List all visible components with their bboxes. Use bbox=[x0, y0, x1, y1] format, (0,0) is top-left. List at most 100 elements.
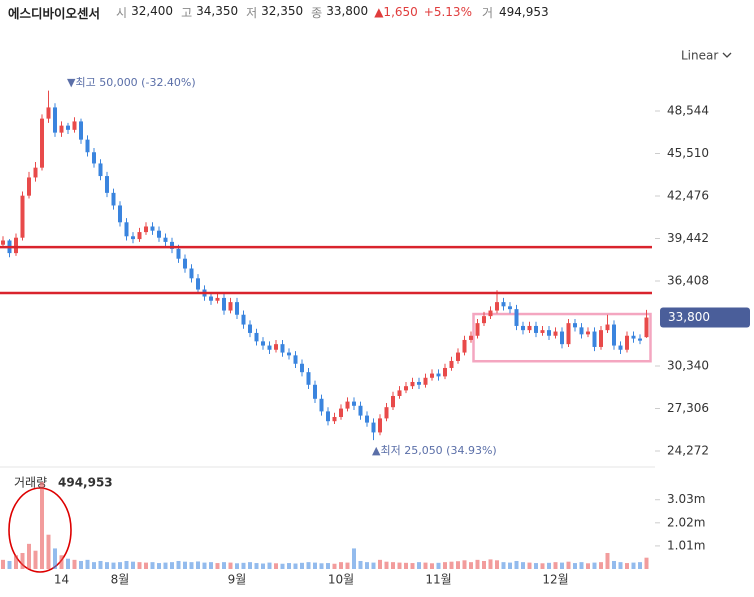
volume-bar bbox=[397, 562, 402, 569]
volume-bar bbox=[7, 560, 12, 569]
volume-bar bbox=[222, 562, 226, 569]
candle-body bbox=[33, 167, 38, 178]
candle-body bbox=[586, 331, 590, 335]
volume-bar bbox=[319, 563, 324, 569]
volume-bar bbox=[514, 560, 519, 569]
volume-bar bbox=[137, 562, 142, 569]
volume-bar bbox=[352, 548, 356, 569]
volume-bar bbox=[183, 561, 187, 569]
candle-body bbox=[163, 237, 168, 242]
header-items: 시 32,400 고 34,350 저 32,350 종 33,800 bbox=[112, 4, 368, 21]
volume-bar bbox=[456, 561, 460, 569]
candle-body bbox=[352, 401, 356, 406]
candle-body bbox=[495, 302, 499, 311]
volume-bar bbox=[553, 562, 558, 569]
candle-body bbox=[85, 139, 90, 153]
volume-bar bbox=[566, 561, 571, 569]
volume-bar bbox=[248, 562, 252, 569]
volume-bar bbox=[430, 563, 434, 569]
volume-bar bbox=[53, 548, 57, 569]
volume-tick-label: 3.03m bbox=[667, 492, 705, 506]
candle-body bbox=[358, 405, 363, 416]
volume-bar bbox=[326, 563, 330, 569]
candle-body bbox=[189, 268, 194, 279]
volume-bar bbox=[560, 562, 564, 569]
candle-body bbox=[631, 335, 636, 339]
volume-bar bbox=[592, 562, 597, 569]
volume-bar bbox=[332, 563, 337, 569]
candle-body bbox=[124, 222, 129, 237]
volume-bar bbox=[573, 563, 577, 569]
candle-body bbox=[469, 335, 473, 340]
volume-tick-label: 1.01m bbox=[667, 538, 705, 552]
change-pct: +5.13% bbox=[423, 5, 472, 19]
candle-body bbox=[118, 205, 122, 223]
dropdown-chevron[interactable] bbox=[722, 52, 732, 58]
volume-label: 거 bbox=[481, 5, 494, 20]
volume-bar bbox=[20, 552, 25, 569]
volume-bar bbox=[501, 562, 506, 569]
candle-body bbox=[423, 377, 428, 385]
volume-bar bbox=[358, 560, 363, 569]
volume-bar bbox=[196, 561, 200, 569]
volume-bar bbox=[404, 562, 408, 569]
volume-bar bbox=[638, 562, 642, 569]
candle-body bbox=[560, 331, 564, 345]
candle-body bbox=[59, 125, 64, 133]
volume-bar bbox=[495, 560, 499, 569]
candle-body bbox=[625, 335, 629, 350]
candle-body bbox=[397, 390, 402, 396]
candle-body bbox=[131, 236, 135, 240]
x-tick-label: 10월 bbox=[328, 573, 354, 587]
volume-bar bbox=[449, 561, 454, 569]
volume-bar bbox=[1, 559, 5, 569]
candle-body bbox=[501, 302, 506, 307]
candle-body bbox=[254, 332, 259, 342]
candle-body bbox=[404, 386, 408, 391]
y-tick-label: 30,340 bbox=[667, 359, 709, 373]
volume-bar bbox=[475, 559, 480, 569]
candle-body bbox=[144, 226, 148, 233]
volume-bar bbox=[40, 482, 44, 569]
candle-body bbox=[417, 381, 421, 385]
volume-bar bbox=[59, 555, 64, 569]
candle-body bbox=[319, 398, 324, 412]
candle-body bbox=[345, 401, 350, 409]
volume-bar bbox=[27, 543, 31, 569]
volume-bar bbox=[313, 562, 317, 569]
candle-body bbox=[618, 345, 623, 350]
low-annotation: ▲최저 25,050 (34.93%) bbox=[372, 444, 497, 457]
candle-body bbox=[449, 360, 454, 368]
volume-bar bbox=[170, 562, 174, 569]
candle-body bbox=[365, 415, 369, 423]
candle-body bbox=[235, 302, 239, 315]
volume-bar bbox=[300, 562, 304, 569]
candle-body bbox=[241, 314, 246, 325]
volume-bar bbox=[345, 562, 350, 569]
candle-body bbox=[111, 192, 116, 206]
candle-body bbox=[306, 372, 311, 385]
y-tick-label: 48,544 bbox=[667, 104, 709, 118]
volume-bar bbox=[339, 562, 343, 569]
candle-body bbox=[300, 363, 304, 373]
last-price-tag bbox=[660, 307, 750, 328]
candle-body bbox=[287, 352, 291, 356]
candle-body bbox=[27, 177, 31, 196]
item-value: 32,350 bbox=[261, 3, 304, 18]
volume-bar bbox=[124, 560, 129, 569]
candle-body bbox=[371, 422, 376, 433]
candle-body bbox=[280, 344, 285, 353]
candle-body bbox=[612, 324, 616, 346]
candle-body bbox=[176, 248, 181, 259]
candle-body bbox=[228, 302, 233, 311]
x-tick-label: 14 bbox=[54, 573, 69, 587]
volume-bar bbox=[410, 563, 415, 569]
candle-body bbox=[436, 373, 441, 377]
candle-body bbox=[196, 278, 200, 290]
volume-bar bbox=[46, 534, 51, 569]
volume-bar bbox=[488, 559, 493, 569]
candle-body bbox=[92, 152, 96, 164]
scale-selector[interactable]: Linear bbox=[681, 49, 718, 63]
